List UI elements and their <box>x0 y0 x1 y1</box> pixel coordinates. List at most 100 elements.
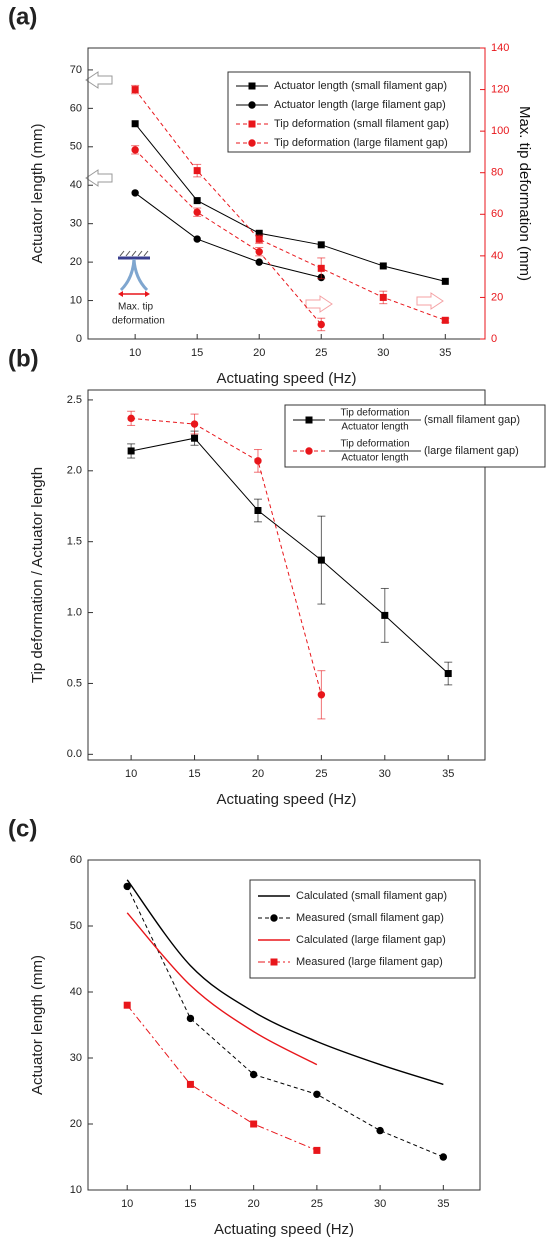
arrow-left <box>85 169 113 187</box>
y-axis-label: Actuator length (mm) <box>29 123 46 263</box>
legend-marker <box>305 447 313 455</box>
y-tick-label: 30 <box>70 218 82 230</box>
y2-axis-label: Max. tip deformation (mm) <box>516 106 533 281</box>
series-line <box>126 912 318 1066</box>
plot-frame <box>87 389 486 761</box>
arrow-head <box>145 291 150 297</box>
legend-marker <box>270 914 278 922</box>
legend-marker <box>248 139 256 147</box>
inset-diagram: Max. tip deformation <box>112 250 165 327</box>
x-tick-label: 15 <box>188 768 200 780</box>
x-tick-label: 15 <box>184 1198 196 1210</box>
y2-tick-label: 40 <box>491 250 503 262</box>
x-tick-label: 20 <box>248 1198 260 1210</box>
x-tick-label: 30 <box>377 347 389 359</box>
y-tick-label: 40 <box>70 986 82 998</box>
legend-box <box>284 404 546 468</box>
y2-tick-label: 0 <box>491 333 497 345</box>
y-tick-label: 60 <box>70 854 82 866</box>
marker <box>441 316 449 324</box>
y-tick-label: 20 <box>70 1118 82 1130</box>
legend-box <box>227 71 471 153</box>
x-tick-label: 20 <box>253 347 265 359</box>
x-tick-label: 20 <box>252 768 264 780</box>
marker <box>193 167 201 175</box>
x-tick-label: 10 <box>125 768 137 780</box>
x-axis-label: Actuating speed (Hz) <box>216 370 356 387</box>
y2-tick-label: 100 <box>491 125 509 137</box>
legend-label: Calculated (small filament gap) <box>296 890 447 902</box>
x-tick-label: 35 <box>437 1198 449 1210</box>
marker <box>193 235 201 243</box>
legend-fraction-bottom: Actuator length <box>341 453 408 464</box>
y-tick-label: 0.0 <box>67 748 82 760</box>
marker <box>131 86 139 94</box>
legend-label: Measured (large filament gap) <box>296 956 443 968</box>
legend-label: Tip deformation (large filament gap) <box>274 137 448 149</box>
legend-marker <box>248 101 256 109</box>
series-line <box>126 886 444 1158</box>
marker <box>317 691 326 699</box>
legend-marker <box>270 958 278 966</box>
marker <box>186 1080 194 1088</box>
marker <box>255 235 263 243</box>
x-axis-label: Actuating speed (Hz) <box>214 1221 354 1238</box>
direction-arrows <box>85 71 444 313</box>
y-tick-label: 1.0 <box>67 606 82 618</box>
y-tick-label: 70 <box>70 64 82 76</box>
x-tick-label: 25 <box>311 1198 323 1210</box>
x-tick-label: 25 <box>315 347 327 359</box>
y-tick-label: 2.0 <box>67 465 82 477</box>
y-tick-label: 10 <box>70 294 82 306</box>
marker <box>193 208 201 216</box>
panel-label: (a) <box>8 3 37 30</box>
annotation: deformation <box>112 316 165 327</box>
y-tick-label: 40 <box>70 179 82 191</box>
marker <box>123 1001 131 1009</box>
series-line <box>131 437 449 674</box>
legend-label: (small filament gap) <box>424 414 520 426</box>
y2-tick-label: 60 <box>491 208 503 220</box>
marker <box>254 506 262 514</box>
marker <box>313 1090 321 1099</box>
marker <box>317 320 325 329</box>
y-tick-label: 50 <box>70 920 82 932</box>
marker <box>131 189 139 197</box>
hatch <box>119 250 149 257</box>
marker <box>193 197 201 205</box>
arrow-right <box>305 295 333 313</box>
marker <box>317 556 325 564</box>
x-tick-label: 10 <box>121 1198 133 1210</box>
marker <box>439 1153 448 1161</box>
y-tick-label: 10 <box>70 1184 82 1196</box>
x-axis-label: Actuating speed (Hz) <box>216 791 356 808</box>
legend-label: Actuator length (large filament gap) <box>274 99 446 111</box>
series-line <box>126 879 444 1086</box>
marker <box>255 258 263 266</box>
legend-label: Measured (small filament gap) <box>296 912 444 924</box>
marker <box>131 146 139 154</box>
y-tick-label: 1.5 <box>67 536 82 548</box>
arrow-head <box>118 291 123 297</box>
arrow-right <box>416 292 444 310</box>
x-tick-label: 25 <box>315 768 327 780</box>
marker <box>317 264 325 272</box>
marker <box>444 670 452 678</box>
legend-label: Actuator length (small filament gap) <box>274 80 447 92</box>
plot-frame <box>87 859 481 1191</box>
marker <box>381 611 389 619</box>
y-axis-label: Actuator length (mm) <box>29 955 46 1095</box>
y2-tick-label: 120 <box>491 83 509 95</box>
legend-label: (large filament gap) <box>424 445 519 457</box>
marker <box>317 241 325 249</box>
marker <box>250 1120 258 1128</box>
x-tick-label: 30 <box>379 768 391 780</box>
y-tick-label: 0.5 <box>67 677 82 689</box>
y2-tick-label: 80 <box>491 167 503 179</box>
marker <box>123 882 131 891</box>
series-line <box>134 89 446 321</box>
series-line <box>134 192 322 278</box>
marker <box>441 277 449 285</box>
